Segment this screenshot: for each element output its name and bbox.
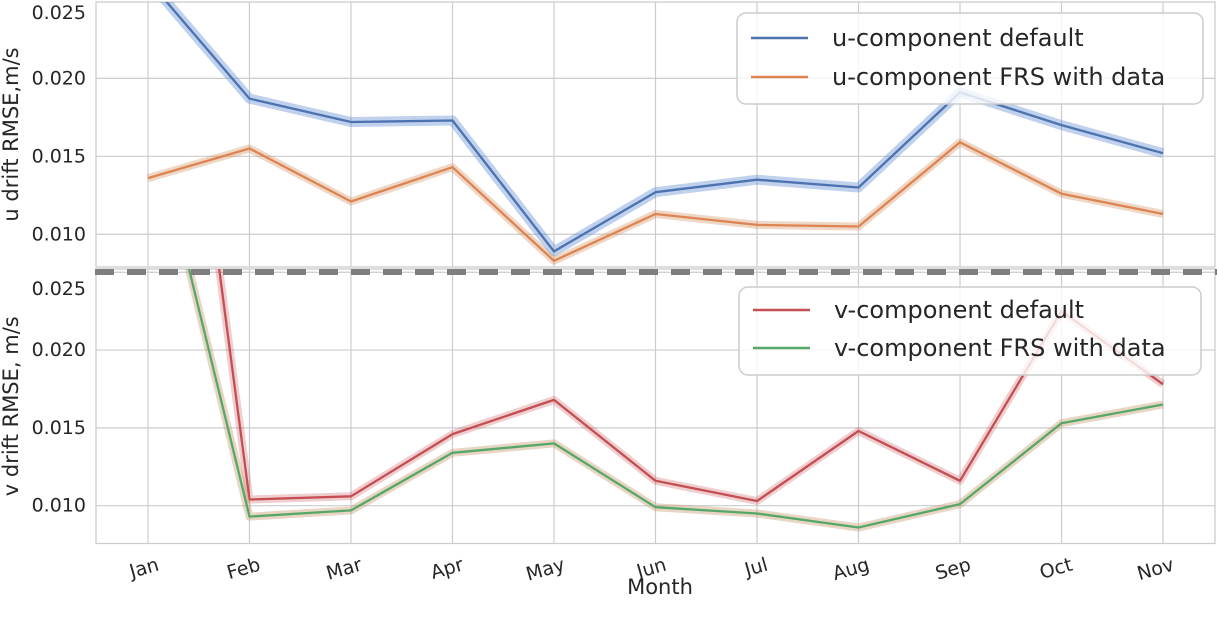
x-tick-label: Apr — [428, 554, 466, 584]
x-axis-label: Month — [627, 575, 693, 599]
y-axis-label: u drift RMSE,m/s — [0, 47, 23, 221]
y-tick-label: 0.015 — [32, 417, 86, 439]
axes-spines — [95, 1, 1216, 268]
series-line — [187, 269, 1164, 529]
x-tick-label: Aug — [830, 554, 872, 585]
x-tick-label: Feb — [224, 554, 262, 584]
y-tick-label: 0.020 — [32, 339, 86, 361]
x-tick-label: Oct — [1037, 554, 1075, 584]
y-tick-label: 0.010 — [32, 223, 86, 245]
legend-box — [738, 286, 1202, 376]
x-tick-label: Nov — [1135, 554, 1177, 585]
series-line — [147, 141, 1164, 262]
x-tick-label: Jul — [741, 554, 770, 582]
x-tick-label: Mar — [324, 554, 365, 585]
y-tick-label: 0.025 — [32, 2, 86, 24]
y-tick-label: 0.010 — [32, 495, 86, 517]
x-tick-label: Jan — [126, 554, 161, 583]
legend-bottom: v-component default v-component FRS with … — [738, 286, 1202, 376]
y-tick-label: 0.025 — [32, 278, 86, 300]
legend-label: u-component default — [832, 24, 1084, 52]
x-tick-label: Sep — [933, 554, 973, 585]
x-tick-label: May — [524, 554, 568, 586]
legend-label: v-component default — [834, 296, 1084, 324]
y-tick-label: 0.020 — [32, 67, 86, 89]
legend-label: v-component FRS with data — [834, 334, 1166, 362]
series-line — [218, 269, 1164, 503]
y-tick-label: 0.015 — [32, 145, 86, 167]
legend-box — [736, 12, 1204, 105]
y-axis-label: v drift RMSE, m/s — [0, 316, 23, 496]
legend-label: u-component FRS with data — [832, 63, 1165, 91]
series-group — [184, 269, 1166, 532]
legend-top: u-component default u-component FRS with … — [736, 12, 1204, 105]
